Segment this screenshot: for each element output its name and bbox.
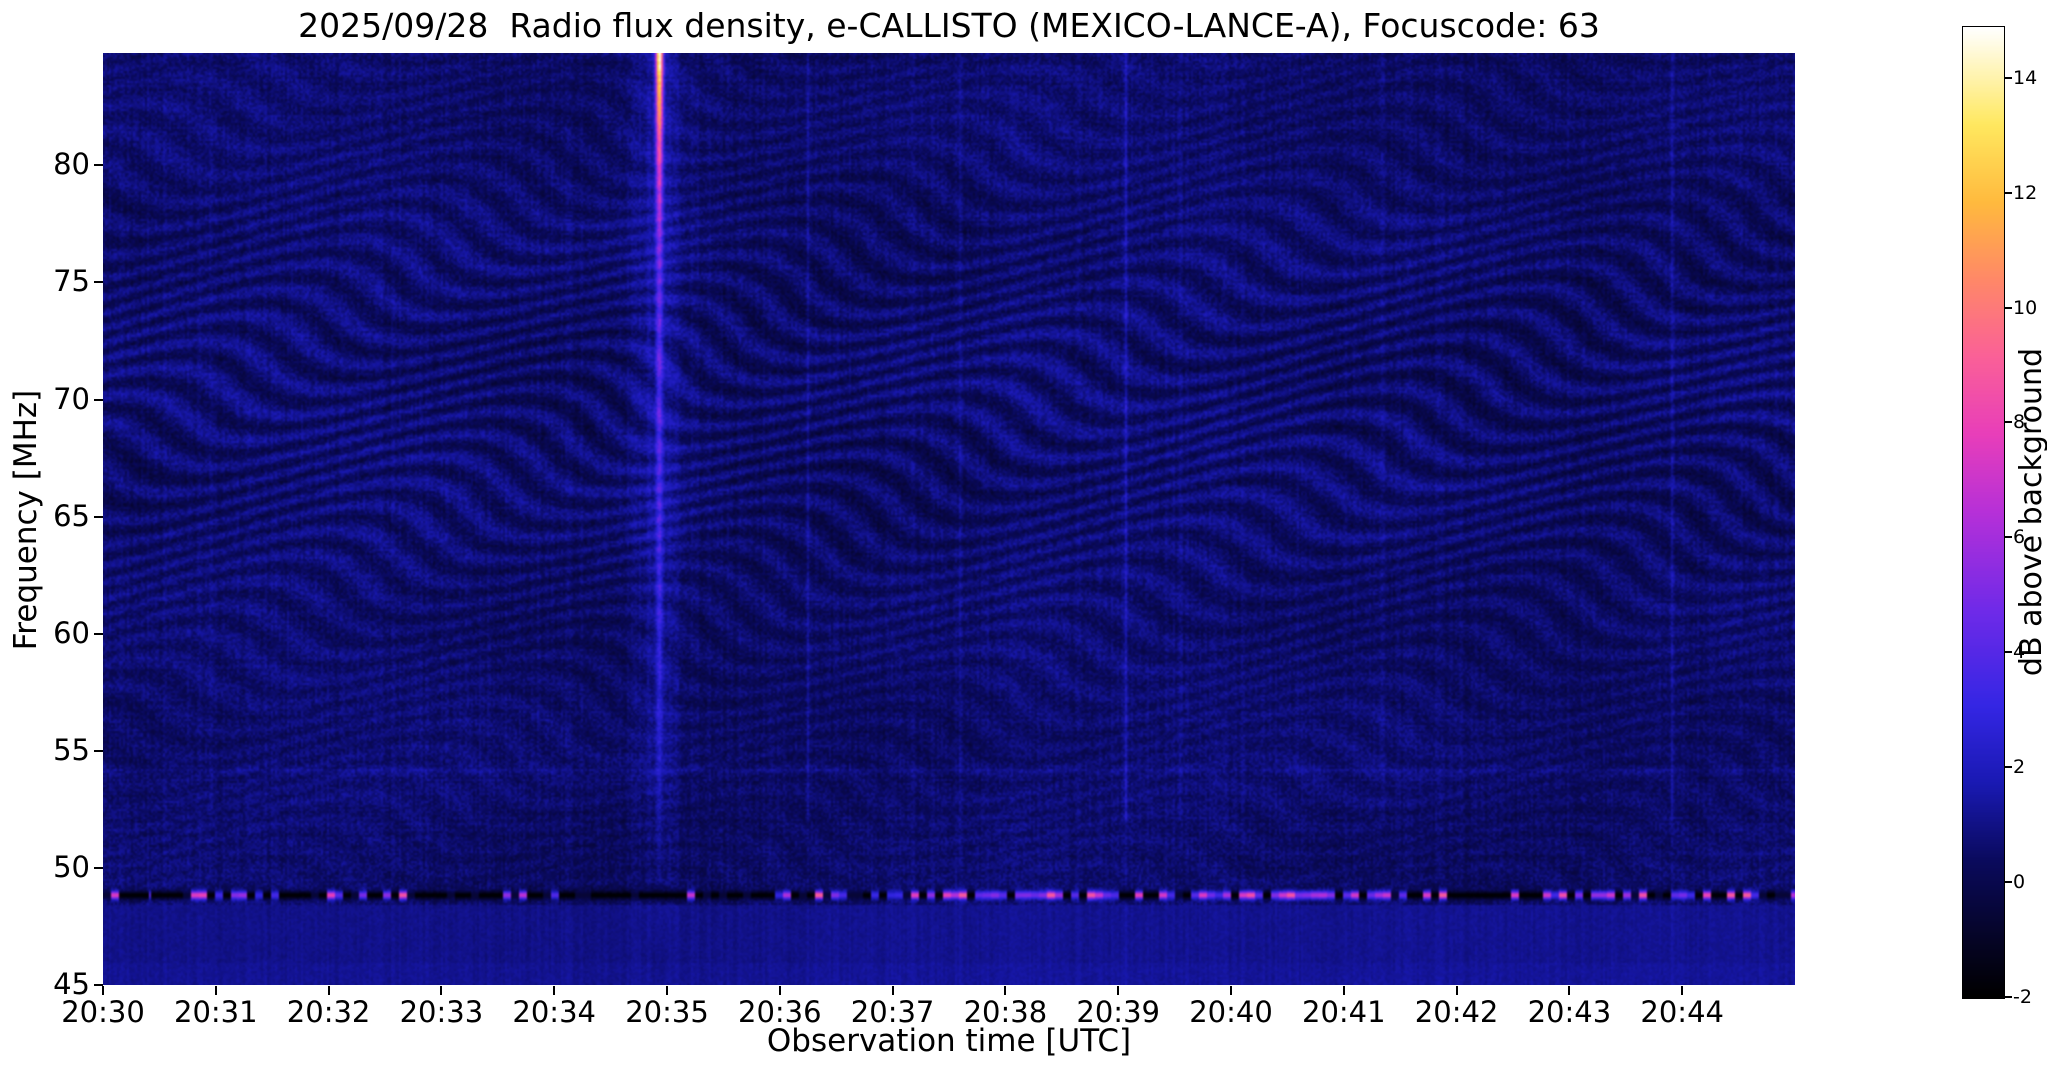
y-tick-label: 45 [53, 967, 90, 1001]
x-tick-mark [440, 986, 443, 995]
x-tick-label: 20:36 [738, 995, 822, 1029]
colorbar-tick-label: 10 [2013, 296, 2038, 319]
x-axis-label: Observation time [UTC] [766, 1023, 1132, 1059]
x-tick-label: 20:39 [1076, 995, 1160, 1029]
colorbar-tick-label: 12 [2013, 181, 2038, 204]
x-tick-mark [553, 986, 556, 995]
colorbar-tick-mark [2005, 306, 2012, 309]
x-tick-mark [1342, 986, 1345, 995]
colorbar-tick-label: 8 [2013, 411, 2026, 434]
x-tick-label: 20:40 [1189, 995, 1273, 1029]
x-tick-mark [1230, 986, 1232, 995]
y-tick-label: 80 [53, 147, 90, 182]
x-tick-mark [327, 986, 330, 995]
x-tick-label: 20:44 [1640, 995, 1724, 1029]
colorbar-tick-mark [2005, 191, 2012, 194]
colorbar-tick-label: 6 [2013, 526, 2026, 549]
x-tick-label: 20:38 [963, 995, 1048, 1029]
plot-area [103, 53, 1795, 985]
y-tick-label: 75 [53, 264, 90, 299]
x-tick-mark [666, 986, 668, 995]
y-tick-label: 65 [53, 498, 90, 533]
x-tick-label: 20:33 [399, 995, 484, 1029]
y-tick-label: 60 [53, 615, 90, 650]
x-tick-label: 20:37 [850, 995, 935, 1029]
colorbar [1962, 26, 2005, 999]
y-tick-label: 70 [53, 381, 90, 416]
x-tick-label: 20:41 [1302, 995, 1386, 1029]
colorbar-tick-mark [2005, 76, 2012, 79]
y-tick-mark [94, 398, 103, 401]
colorbar-tick-label: 4 [2013, 641, 2026, 664]
colorbar-tick-label: 14 [2013, 66, 2038, 89]
y-tick-mark [94, 749, 103, 752]
colorbar-gradient-canvas [1963, 27, 2004, 998]
x-tick-mark [214, 986, 217, 995]
x-tick-label: 20:32 [286, 995, 371, 1029]
colorbar-tick-mark [2005, 996, 2012, 998]
x-tick-mark [891, 986, 894, 995]
y-tick-mark [94, 281, 103, 284]
colorbar-tick-mark [2005, 536, 2012, 539]
colorbar-tick-mark [2005, 421, 2012, 424]
spectrogram-heatmap-canvas [103, 53, 1795, 985]
x-tick-mark [1455, 986, 1458, 995]
colorbar-tick-label: 0 [2013, 871, 2026, 894]
y-tick-mark [94, 164, 103, 167]
colorbar-tick-mark [2005, 766, 2012, 769]
colorbar-tick-mark [2005, 881, 2012, 884]
x-tick-mark [1004, 986, 1007, 995]
x-tick-label: 20:42 [1414, 995, 1499, 1029]
x-tick-label: 20:35 [625, 995, 709, 1029]
x-tick-mark [102, 986, 104, 995]
x-tick-label: 20:43 [1527, 995, 1612, 1029]
x-tick-label: 20:31 [174, 995, 258, 1029]
colorbar-label: dB above background [2014, 347, 2047, 677]
y-tick-mark [94, 515, 103, 518]
chart-title: 2025/09/28 Radio flux density, e-CALLIST… [298, 6, 1600, 45]
y-tick-mark [94, 984, 103, 986]
colorbar-tick-label: 2 [2013, 756, 2026, 779]
x-tick-mark [1117, 986, 1120, 995]
x-tick-mark [778, 986, 781, 995]
y-tick-mark [94, 632, 103, 635]
x-tick-label: 20:30 [61, 995, 145, 1029]
y-tick-label: 50 [53, 849, 90, 884]
x-tick-mark [1681, 986, 1684, 995]
x-tick-label: 20:34 [512, 995, 596, 1029]
colorbar-tick-mark [2005, 651, 2012, 654]
y-tick-label: 55 [53, 732, 90, 767]
y-tick-mark [94, 866, 103, 869]
x-tick-mark [1568, 986, 1571, 995]
colorbar-tick-label: -2 [2013, 986, 2032, 1008]
